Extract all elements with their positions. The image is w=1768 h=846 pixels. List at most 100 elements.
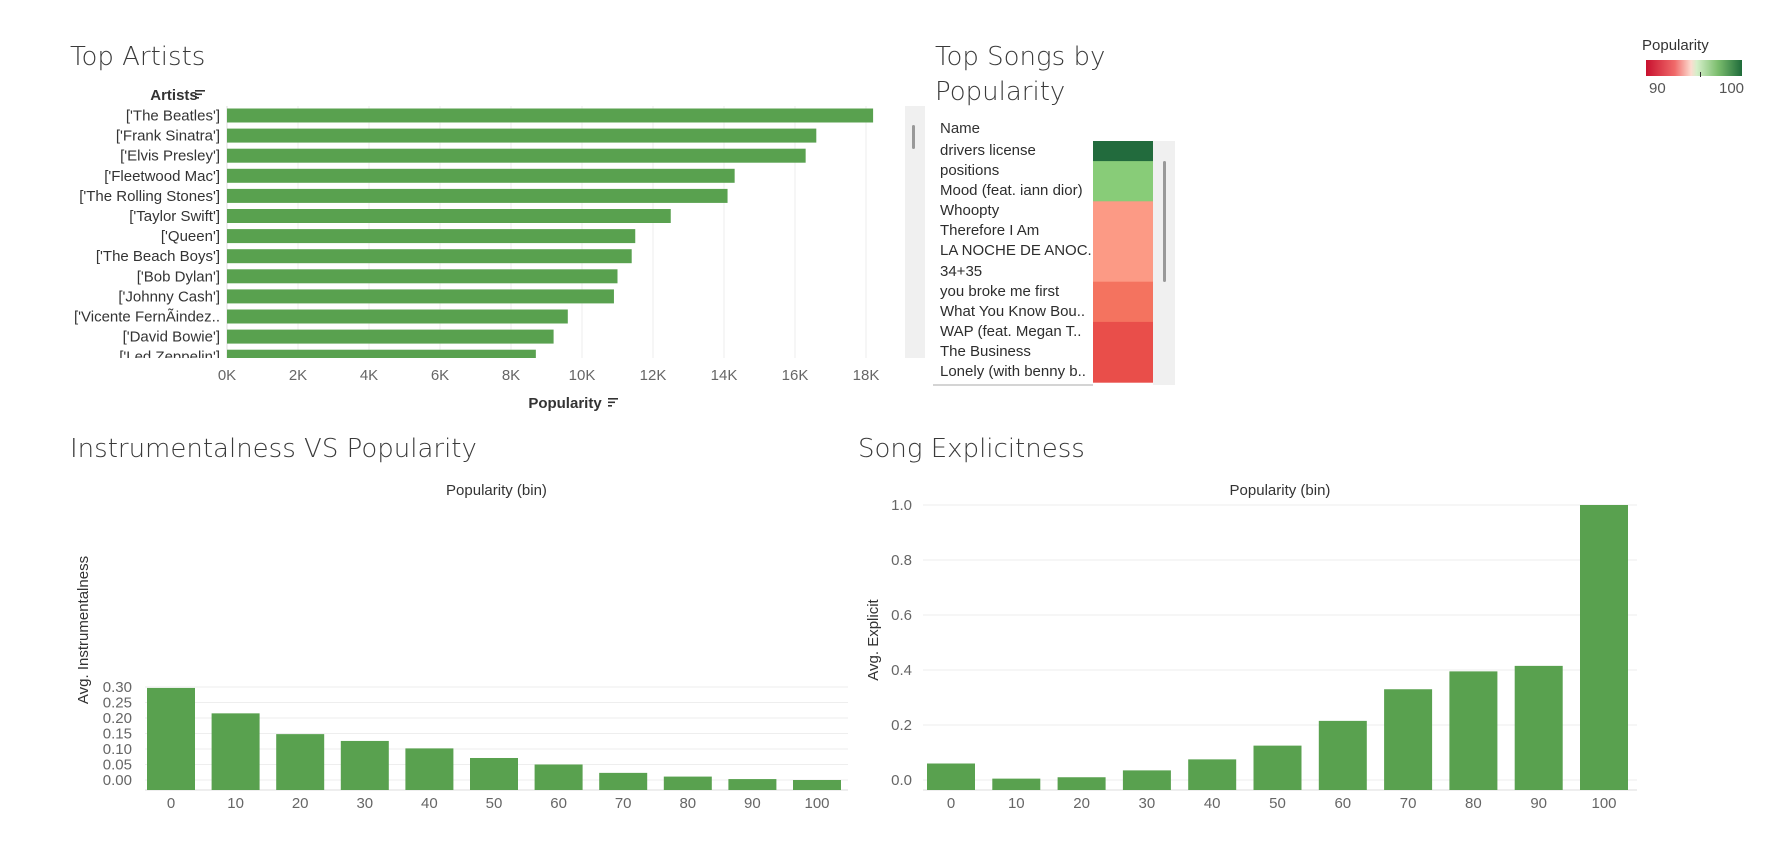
songs-scrollbar-thumb[interactable] xyxy=(1163,161,1166,282)
instrumentalness-bar[interactable] xyxy=(793,780,841,790)
explicit-bar[interactable] xyxy=(1253,745,1302,790)
instrumentalness-bar[interactable] xyxy=(728,779,777,790)
song-name[interactable]: you broke me first xyxy=(940,282,1060,300)
song-name[interactable]: What You Know Bou.. xyxy=(940,302,1086,320)
instrumentalness-bar[interactable] xyxy=(663,776,712,790)
explicit-bar[interactable] xyxy=(1580,505,1628,790)
instrumentalness-x-tick-label: 50 xyxy=(486,795,503,812)
instrumentalness-bar[interactable] xyxy=(470,757,518,790)
artists-sort-icon[interactable] xyxy=(195,90,205,99)
artist-label[interactable]: ['Taylor Swift'] xyxy=(129,208,220,225)
song-popularity-cell[interactable] xyxy=(1093,161,1154,182)
artists-x-tick-label: 0K xyxy=(218,367,236,384)
explicit-x-tick-label: 20 xyxy=(1073,795,1090,812)
song-popularity-cell[interactable] xyxy=(1093,141,1154,162)
artist-bar[interactable] xyxy=(227,329,554,344)
artist-bar[interactable] xyxy=(227,249,632,264)
artist-label[interactable]: ['The Beatles'] xyxy=(126,108,220,125)
explicit-x-tick-label: 80 xyxy=(1465,795,1482,812)
instrumentalness-bar[interactable] xyxy=(340,740,389,790)
song-popularity-cell[interactable] xyxy=(1093,281,1154,303)
artist-bar[interactable] xyxy=(227,269,618,284)
explicit-bar[interactable] xyxy=(1514,665,1563,790)
instrumentalness-y-tick-label: 0.20 xyxy=(103,710,132,727)
explicit-bar[interactable] xyxy=(1384,689,1433,790)
instrumentalness-bar[interactable] xyxy=(147,687,195,790)
explicit-bar[interactable] xyxy=(1122,770,1171,790)
artist-bar[interactable] xyxy=(227,289,614,304)
artists-x-tick-label: 2K xyxy=(289,367,307,384)
popularity-sort-icon[interactable] xyxy=(608,398,618,407)
artists-x-tick-label: 16K xyxy=(782,367,809,384)
artist-label[interactable]: ['Frank Sinatra'] xyxy=(116,128,220,145)
instrumentalness-y-tick-label: 0.25 xyxy=(103,695,132,712)
instrumentalness-x-axis-title: Popularity (bin) xyxy=(446,482,547,499)
song-popularity-cell[interactable] xyxy=(1093,342,1154,363)
artists-scrollbar-thumb[interactable] xyxy=(912,125,915,149)
song-popularity-cell[interactable] xyxy=(1093,261,1154,283)
artist-label[interactable]: ['Fleetwood Mac'] xyxy=(104,168,220,185)
explicit-bar[interactable] xyxy=(1188,759,1237,790)
artists-x-tick-label: 4K xyxy=(360,367,378,384)
artist-label[interactable]: ['Elvis Presley'] xyxy=(120,148,220,165)
artist-label[interactable]: ['Led Zeppelin'] xyxy=(119,349,220,366)
explicit-bar[interactable] xyxy=(1318,720,1367,790)
artist-label[interactable]: ['Queen'] xyxy=(161,228,220,245)
artists-scroll-track[interactable] xyxy=(905,106,925,358)
song-name[interactable]: Mood (feat. iann dior) xyxy=(940,182,1083,200)
explicit-bar[interactable] xyxy=(992,778,1041,790)
artist-label[interactable]: ['Bob Dylan'] xyxy=(137,268,220,285)
song-name[interactable]: drivers license xyxy=(940,142,1036,159)
song-name[interactable]: LA NOCHE DE ANOC.. xyxy=(940,242,1096,260)
artist-bar[interactable] xyxy=(227,108,874,123)
artists-x-tick-label: 6K xyxy=(431,367,449,384)
song-name[interactable]: Lonely (with benny b.. xyxy=(940,363,1086,381)
song-name[interactable]: Whoopty xyxy=(940,202,1000,220)
explicit-x-tick-label: 60 xyxy=(1334,795,1351,812)
artist-bar[interactable] xyxy=(227,128,817,143)
explicit-bar[interactable] xyxy=(927,763,975,791)
instrumentalness-bar[interactable] xyxy=(276,734,325,790)
song-popularity-cell[interactable] xyxy=(1093,241,1154,263)
artists-x-tick-label: 8K xyxy=(502,367,520,384)
song-name[interactable]: Therefore I Am xyxy=(940,222,1040,240)
songs-heatmap xyxy=(1093,141,1154,383)
song-popularity-cell[interactable] xyxy=(1093,221,1154,242)
artist-label[interactable]: ['The Rolling Stones'] xyxy=(79,188,220,205)
instrumentalness-bar[interactable] xyxy=(405,748,454,790)
artist-label[interactable]: ['David Bowie'] xyxy=(123,329,220,346)
instrumentalness-x-tick-label: 30 xyxy=(356,795,373,812)
color-legend-bar[interactable] xyxy=(1646,60,1742,76)
explicit-x-tick-label: 100 xyxy=(1591,795,1616,812)
song-popularity-cell[interactable] xyxy=(1093,201,1154,222)
song-name[interactable]: The Business xyxy=(940,342,1031,360)
song-popularity-cell[interactable] xyxy=(1093,181,1154,202)
artist-bar[interactable] xyxy=(227,229,636,244)
song-name[interactable]: WAP (feat. Megan T.. xyxy=(940,322,1082,340)
song-popularity-cell[interactable] xyxy=(1093,301,1154,323)
instrumentalness-y-tick-label: 0.30 xyxy=(103,679,132,696)
songs-column-header[interactable]: Name xyxy=(940,120,981,137)
instrumentalness-bar[interactable] xyxy=(534,764,583,791)
artist-bar[interactable] xyxy=(227,148,806,163)
explicit-x-tick-label: 0 xyxy=(947,795,955,812)
artist-bar[interactable] xyxy=(227,349,536,364)
instrumentalness-y-tick-label: 0.00 xyxy=(103,772,132,789)
artist-label[interactable]: ['The Beach Boys'] xyxy=(96,248,220,265)
instrumentalness-bar[interactable] xyxy=(599,772,648,790)
artist-label[interactable]: ['Vicente FernÃindez.. xyxy=(74,309,220,326)
explicit-bar[interactable] xyxy=(1449,671,1498,790)
explicit-x-tick-label: 30 xyxy=(1139,795,1156,812)
artist-bar[interactable] xyxy=(227,209,671,223)
instrumentalness-bar[interactable] xyxy=(211,713,260,790)
song-popularity-cell[interactable] xyxy=(1093,362,1154,383)
artist-bar[interactable] xyxy=(227,188,728,203)
song-name[interactable]: positions xyxy=(940,162,1000,180)
explicit-bar[interactable] xyxy=(1057,777,1106,790)
song-name[interactable]: 34+35 xyxy=(940,262,983,280)
artist-bar[interactable] xyxy=(227,168,735,183)
song-popularity-cell[interactable] xyxy=(1093,321,1154,343)
artist-bar[interactable] xyxy=(227,309,568,324)
artist-label[interactable]: ['Johnny Cash'] xyxy=(118,288,220,305)
